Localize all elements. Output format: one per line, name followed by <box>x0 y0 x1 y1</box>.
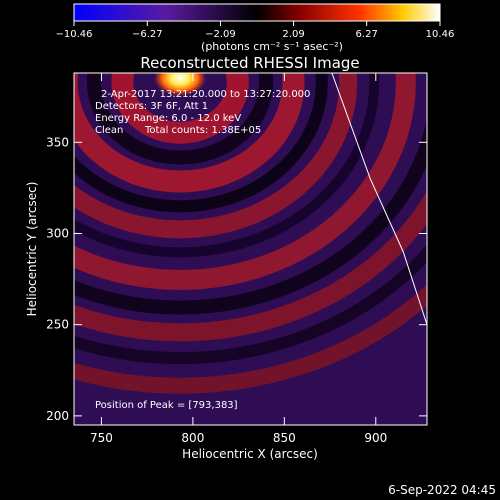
intensity-ring <box>87 73 274 165</box>
intensity-ring <box>74 73 380 258</box>
annotation-counts: Total counts: 1.38E+05 <box>144 125 261 136</box>
colorbar <box>73 3 441 22</box>
intensity-ring <box>74 117 427 315</box>
y-tick-label: 300 <box>46 226 69 240</box>
annotation-time-range: 2-Apr-2017 13:21:20.000 to 13:27:20.000 <box>101 89 310 100</box>
footer-timestamp: 6-Sep-2022 04:45 <box>388 483 496 497</box>
y-axis-ticks: 200 250 300 350 <box>46 135 427 423</box>
chart-title: Reconstructed RHESSI Image <box>140 54 359 72</box>
intensity-ring <box>74 244 427 365</box>
intensity-ring <box>74 73 358 239</box>
annotation-peak: Position of Peak = [793,383] <box>95 400 238 411</box>
annotation-energy: Energy Range: 6.0 - 12.0 keV <box>95 113 241 124</box>
colorbar-tick-label: 2.09 <box>282 29 304 40</box>
intensity-ring <box>74 284 427 394</box>
colorbar-tick-label: −10.46 <box>55 29 92 40</box>
annotation-detectors: Detectors: 3F 6F, Att 1 <box>95 101 208 112</box>
colorbar-unit: (photons cm⁻² s⁻¹ asec⁻²) <box>201 40 343 53</box>
colorbar-tick-label: 10.46 <box>426 29 455 40</box>
intensity-ring <box>74 73 305 193</box>
x-axis-label: Heliocentric X (arcsec) <box>182 447 318 461</box>
intensity-ring <box>111 73 249 144</box>
x-axis-ticks: 750 800 850 900 <box>90 73 387 445</box>
y-tick-label: 200 <box>46 409 69 423</box>
intensity-ring <box>74 73 328 213</box>
x-tick-label: 750 <box>90 431 113 445</box>
annotation-clean: Clean <box>95 125 123 136</box>
intensity-bands <box>74 73 427 394</box>
colorbar-ticks: −10.46 −6.27 −2.09 2.09 6.27 10.46 <box>55 21 454 40</box>
solar-limb-line <box>331 73 427 325</box>
intensity-ring <box>74 190 427 342</box>
image-area <box>74 73 427 425</box>
plot-frame <box>73 72 428 426</box>
colorbar-tick-label: −2.09 <box>205 29 236 40</box>
colorbar-tick-label: −6.27 <box>132 29 163 40</box>
x-tick-label: 850 <box>273 431 296 445</box>
x-tick-label: 900 <box>364 431 387 445</box>
y-tick-label: 250 <box>46 318 69 332</box>
y-axis-label: Heliocentric Y (arcsec) <box>25 182 39 317</box>
y-tick-label: 350 <box>46 135 69 149</box>
intensity-ring <box>74 73 416 290</box>
colorbar-tick-label: 6.27 <box>356 29 378 40</box>
x-tick-label: 800 <box>181 431 204 445</box>
